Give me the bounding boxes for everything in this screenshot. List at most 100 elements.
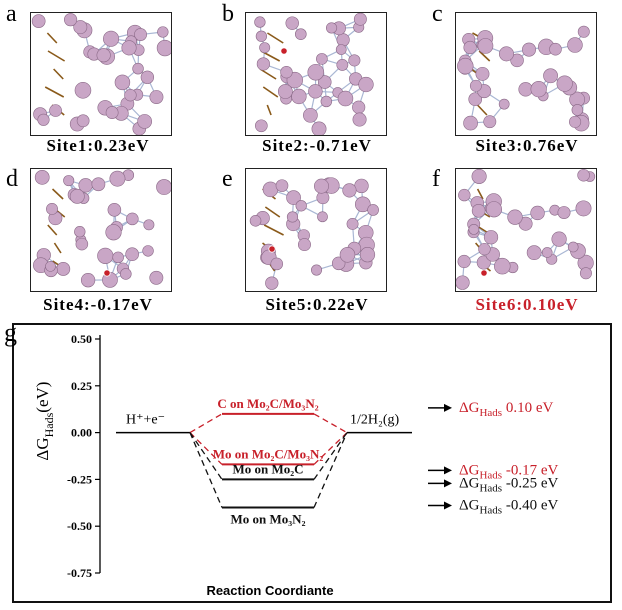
atom [74,82,92,99]
atom [286,190,301,205]
atom [132,62,144,75]
atom [342,183,357,198]
atom [354,178,369,194]
atom [314,178,329,194]
bond [264,206,281,218]
atom [156,39,171,57]
delta-g-annotation: ΔGHads -0.17 eV [459,462,558,481]
chart-frame [12,323,612,603]
structure-image [245,12,387,136]
atom [140,70,155,84]
connector-left [189,432,223,508]
atom [303,107,318,123]
atom [295,200,307,212]
atom [336,59,349,71]
atom [73,20,88,35]
atom [478,242,491,256]
start-label: H⁺+e⁻ [126,413,165,428]
atom [569,115,582,128]
atom [335,44,347,55]
atom [255,119,268,133]
atom [277,84,293,99]
atom [567,37,583,53]
structure-image [245,168,387,292]
bond [267,32,284,44]
atom [120,268,132,280]
atom [530,205,545,221]
atom [541,247,553,258]
atom [76,114,90,128]
atom [320,95,333,108]
atom [75,237,89,251]
atom [326,22,338,34]
atom [121,40,137,56]
atom [498,98,510,110]
atom [137,114,153,129]
atom [56,262,71,276]
panel-letter-g: g [4,318,17,347]
atom [522,42,537,57]
atom [463,115,478,131]
atom [149,90,164,104]
atom [556,75,573,92]
y-tick-label: 0.00 [71,426,92,440]
bond [259,68,277,80]
bond [263,224,284,236]
atom [456,275,470,290]
bond [262,86,279,98]
delta-g-annotation: ΔGHads -0.40 eV [459,497,558,516]
atom [270,257,284,271]
bond [266,104,272,116]
atom [125,247,139,262]
atom [471,169,487,184]
atom [126,212,139,226]
atom [45,261,56,272]
atom [352,112,367,127]
atom [457,57,474,75]
connector-right [313,432,348,508]
atom [352,100,366,114]
arrow-head [444,479,452,488]
atom [557,206,571,219]
atom [91,177,106,192]
atom [579,267,592,280]
atom [259,42,271,54]
atom [107,203,122,217]
bond [476,188,484,200]
atom [109,170,126,187]
atom [291,88,307,105]
connector-right [313,432,348,465]
structure-image [455,168,597,292]
delta-g-annotation: ΔGHads -0.25 eV [459,475,558,494]
atom [577,25,590,38]
end-label: 1/2H₂(g) [350,413,400,428]
atom [96,48,111,63]
atom [458,188,471,202]
bond [53,68,64,80]
atom [575,200,592,217]
atom [265,276,279,290]
atom [105,106,119,119]
atom [280,65,293,79]
atom [469,79,482,92]
energy-diagram: 0.50 0.25 0.00 -0.25 -0.50 -0.75 ΔGHads(eV) Rea… [33,332,558,598]
atom [551,231,567,247]
bond [53,242,62,254]
atom [549,42,562,56]
atom [49,104,62,117]
adsorption-site-marker [103,269,111,277]
atom [476,255,491,270]
site-caption: Site2:-0.71eV [262,136,372,155]
atom [80,273,96,288]
atom [510,53,524,68]
atom [105,224,122,241]
atom [354,196,371,213]
atom [249,214,262,227]
atom [262,181,279,198]
y-tick-label: 0.25 [71,379,92,393]
atom [471,203,486,218]
level-label: Mo on Mo₂C [232,461,303,476]
structure-image [455,12,597,136]
atom [483,115,497,129]
delta-g-annotation: ΔGHads 0.10 eV [459,400,554,419]
